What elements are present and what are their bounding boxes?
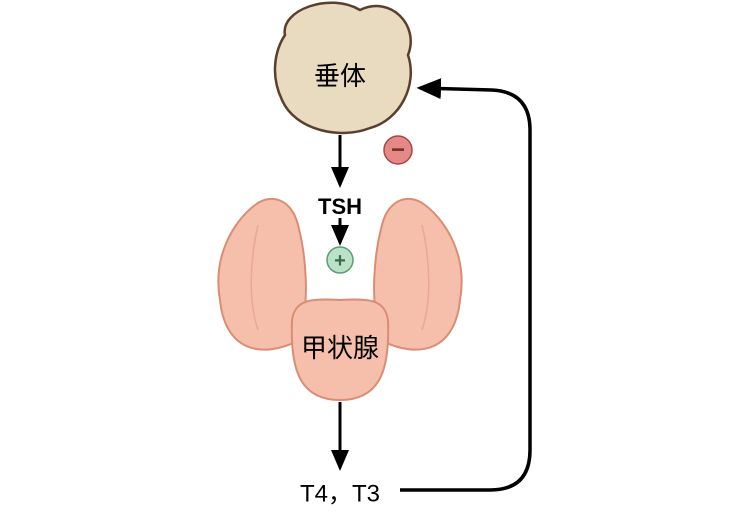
- plus-glyph: +: [334, 250, 346, 272]
- hormones-label: T4，T3: [300, 480, 380, 507]
- pituitary-label: 垂体: [314, 61, 366, 91]
- thyroid-label: 甲状腺: [301, 333, 379, 363]
- tsh-label: TSH: [318, 194, 362, 219]
- pituitary-node: 垂体: [275, 3, 411, 133]
- endocrine-feedback-diagram: 垂体 − TSH + 甲状腺 T4，T3: [0, 0, 756, 522]
- minus-glyph: −: [391, 137, 405, 164]
- plus-symbol: +: [327, 247, 353, 273]
- minus-symbol: −: [384, 136, 412, 164]
